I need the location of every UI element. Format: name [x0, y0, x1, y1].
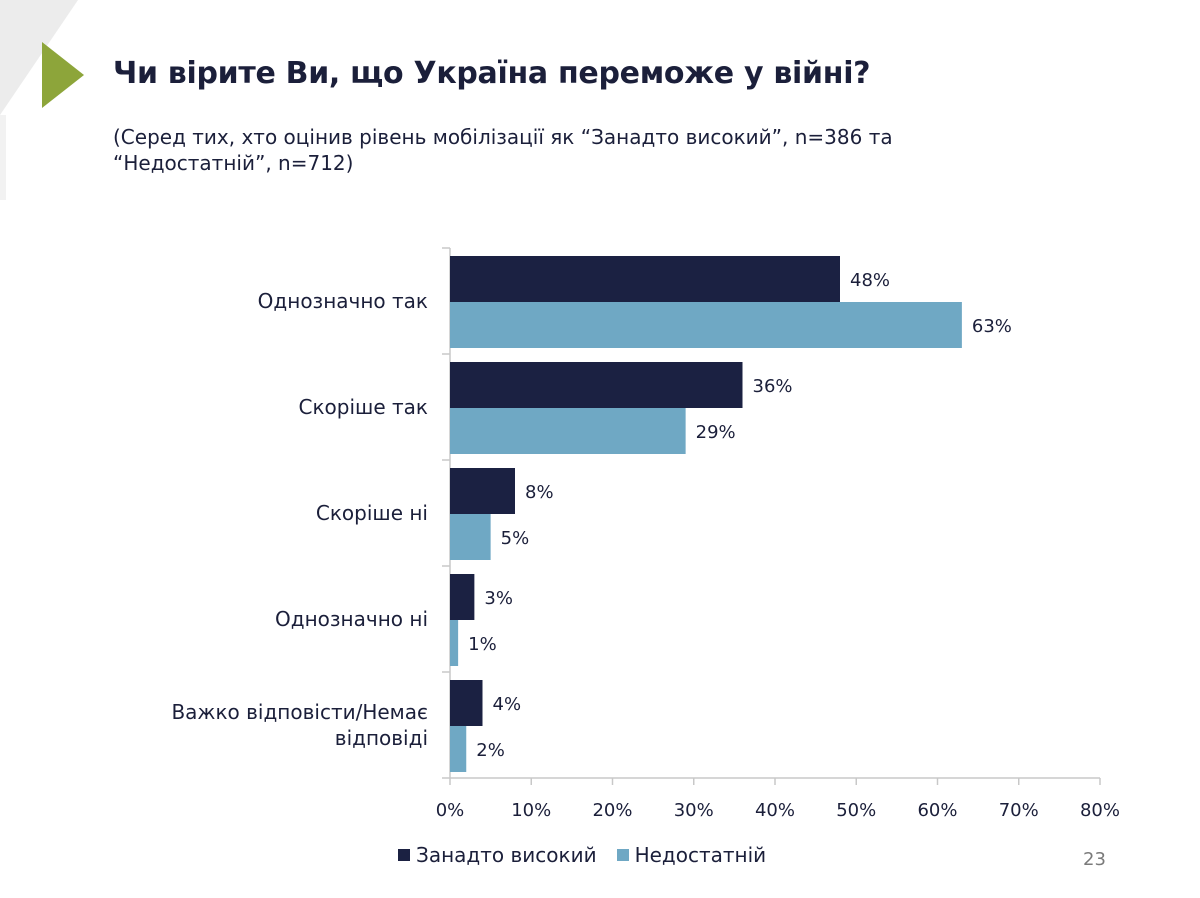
- bar-series-2: [450, 726, 467, 772]
- x-tick-label: 40%: [755, 800, 795, 821]
- corner-gray-triangle: [0, 0, 78, 115]
- bar-series-2: [450, 514, 491, 560]
- data-label: 2%: [476, 740, 505, 761]
- bar-series-1: [450, 680, 483, 726]
- data-label: 8%: [525, 482, 554, 503]
- legend-swatch-series-1: [398, 849, 410, 861]
- corner-gray-strip: [0, 115, 6, 200]
- x-tick-label: 60%: [917, 800, 957, 821]
- page-subtitle: (Серед тих, хто оцінив рівень мобілізаці…: [113, 125, 893, 175]
- x-tick-label: 20%: [592, 800, 632, 821]
- data-label: 1%: [468, 634, 497, 655]
- data-label: 48%: [850, 270, 890, 291]
- page-title: Чи вірите Ви, що Україна переможе у війн…: [113, 56, 871, 91]
- x-tick-label: 10%: [511, 800, 551, 821]
- bar-series-2: [450, 408, 686, 454]
- category-label-line: Скоріше ні: [316, 501, 428, 525]
- category-label-line: Однозначно так: [258, 289, 428, 313]
- legend-label-series-1: Занадто високий: [416, 843, 597, 867]
- category-label-line: відповіді: [335, 726, 428, 750]
- bar-series-1: [450, 256, 840, 302]
- legend-item-series-2: Недостатній: [616, 843, 767, 867]
- bar-series-2: [450, 620, 459, 666]
- category-label: Скоріше ні: [316, 501, 428, 525]
- category-label: Важко відповісти/Немає відповіді: [171, 700, 428, 750]
- x-tick-label: 30%: [674, 800, 714, 821]
- data-label: 4%: [493, 694, 522, 715]
- data-label: 3%: [484, 588, 513, 609]
- corner-decoration: [0, 0, 84, 200]
- data-label: 5%: [501, 528, 530, 549]
- x-tick-label: 70%: [999, 800, 1039, 821]
- bar-series-1: [450, 362, 743, 408]
- category-label: Скоріше так: [299, 395, 428, 419]
- bar-series-1: [450, 468, 515, 514]
- data-label: 36%: [753, 376, 793, 397]
- title-arrow-icon: [42, 42, 84, 108]
- legend-label-series-2: Недостатній: [634, 843, 767, 867]
- category-label-line: Однозначно ні: [275, 607, 428, 631]
- legend-item-series-1: Занадто високий: [398, 843, 597, 867]
- data-label: 29%: [696, 422, 736, 443]
- data-label: 63%: [972, 316, 1012, 337]
- bar-series-1: [450, 574, 475, 620]
- x-tick-label: 80%: [1080, 800, 1120, 821]
- category-label: Однозначно так: [258, 289, 428, 313]
- category-label-line: Скоріше так: [299, 395, 428, 419]
- page-number: 23: [1083, 849, 1106, 870]
- category-label: Однозначно ні: [275, 607, 428, 631]
- chart-legend: Занадто високий Недостатній: [398, 843, 786, 867]
- bar-series-2: [450, 302, 962, 348]
- x-tick-label: 50%: [836, 800, 876, 821]
- category-label-line: Важко відповісти/Немає: [171, 700, 428, 724]
- legend-swatch-series-2: [616, 849, 629, 861]
- x-tick-label: 0%: [436, 800, 465, 821]
